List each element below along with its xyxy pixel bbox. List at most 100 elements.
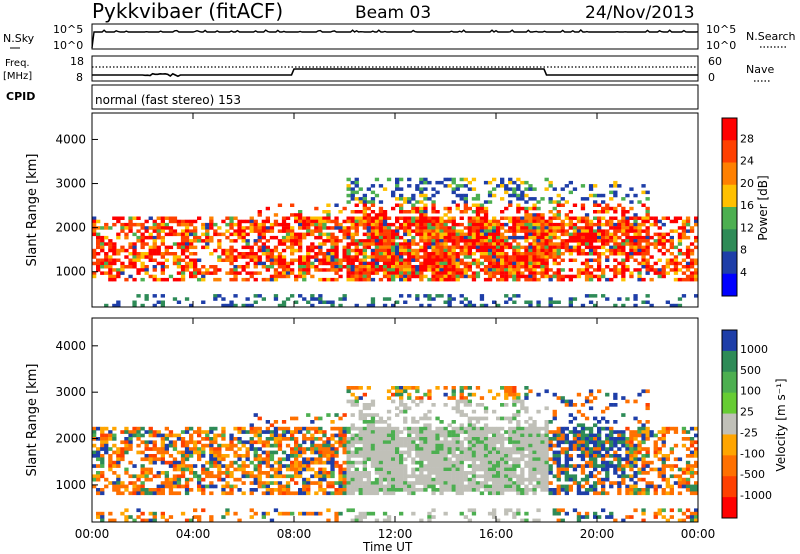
heatmap-cell [124,437,129,441]
heatmap-cell [253,277,258,282]
heatmap-cell [382,420,388,424]
heatmap-cell [302,440,307,445]
heatmap-cell [572,467,578,472]
heatmap-cell [100,242,105,246]
heatmap-cell [492,426,497,431]
heatmap-cell [504,454,509,458]
heatmap-cell [273,443,279,448]
heatmap-cell [492,437,497,441]
heatmap-cell [281,242,287,246]
colorbar-tick-label: 20 [740,177,754,190]
heatmap-cell [601,232,606,237]
heatmap-cell [613,481,618,485]
heatmap-cell [399,226,404,230]
heatmap-cell [669,219,674,224]
heatmap-cell [346,450,351,455]
heatmap-cell [532,440,537,445]
heatmap-cell [625,426,630,431]
heatmap-cell [326,255,331,259]
heatmap-cell [350,426,355,431]
heatmap-cell [261,265,266,269]
heatmap-cell [471,392,477,397]
heatmap-cell [366,426,371,431]
heatmap-cell [532,229,537,233]
heatmap-cell [229,460,234,465]
heatmap-cell [152,303,157,308]
heatmap-cell [374,454,380,458]
heatmap-cell [584,396,590,400]
heatmap-cell [148,430,153,434]
heatmap-cell [576,430,582,434]
heatmap-cell [350,255,355,259]
heatmap-cell [132,242,137,246]
heatmap-cell [253,229,258,233]
heatmap-cell [221,232,226,237]
heatmap-cell [423,203,428,207]
heatmap-cell [629,245,634,250]
heatmap-cell [180,484,186,489]
heatmap-cell [253,300,258,304]
heatmap-cell [100,235,105,240]
heatmap-cell [451,274,456,279]
heatmap-cell [164,474,169,479]
heatmap-cell [281,464,287,468]
heatmap-cell [463,248,468,253]
heatmap-cell [362,460,367,465]
heatmap-cell [455,426,460,431]
heatmap-cell [382,484,388,489]
heatmap-cell [431,277,436,282]
heatmap-cell [556,454,561,458]
heatmap-cell [467,399,472,404]
heatmap-cell [496,245,501,250]
heatmap-cell [136,426,141,431]
heatmap-cell [354,396,359,400]
heatmap-cell [362,261,367,266]
heatmap-cell [136,294,141,298]
heatmap-cell [451,433,456,438]
heatmap-cell [544,389,549,394]
heatmap-cell [435,467,440,472]
heatmap-cell [281,219,287,224]
heatmap-cell [645,268,650,272]
heatmap-cell [415,389,420,394]
heatmap-cell [657,258,662,262]
heatmap-cell [572,430,578,434]
heatmap-cell [459,423,464,428]
heatmap-cell [512,248,517,253]
heatmap-cell [617,484,622,489]
heatmap-cell [168,252,174,256]
heatmap-cell [354,386,359,390]
heatmap-cell [419,303,424,308]
heatmap-cell [366,239,371,243]
heatmap-cell [354,515,359,519]
heatmap-cell [508,433,513,438]
heatmap-cell [520,481,525,485]
heatmap-cell [435,248,440,253]
heatmap-cell [439,219,444,224]
heatmap-cell [419,477,424,482]
heatmap-cell [217,294,222,298]
heatmap-cell [528,197,533,201]
heatmap-cell [439,226,444,230]
heatmap-cell [382,297,388,301]
heatmap-cell [633,252,638,256]
heatmap-cell [451,484,456,489]
heatmap-cell [330,474,335,479]
heatmap-cell [443,248,448,253]
heatmap-cell [407,392,412,397]
heatmap-cell [358,187,363,191]
heatmap-cell [443,184,448,188]
heatmap-cell [512,294,517,298]
heatmap-cell [338,226,343,230]
heatmap-cell [633,213,638,217]
heatmap-cell [483,239,489,243]
heatmap-cell [290,430,295,434]
heatmap-cell [451,464,456,468]
heatmap-cell [463,515,468,519]
heatmap-cell [362,515,367,519]
heatmap-cell [516,440,521,445]
heatmap-cell [108,457,113,462]
heatmap-cell [447,423,452,428]
heatmap-cell [471,477,477,482]
